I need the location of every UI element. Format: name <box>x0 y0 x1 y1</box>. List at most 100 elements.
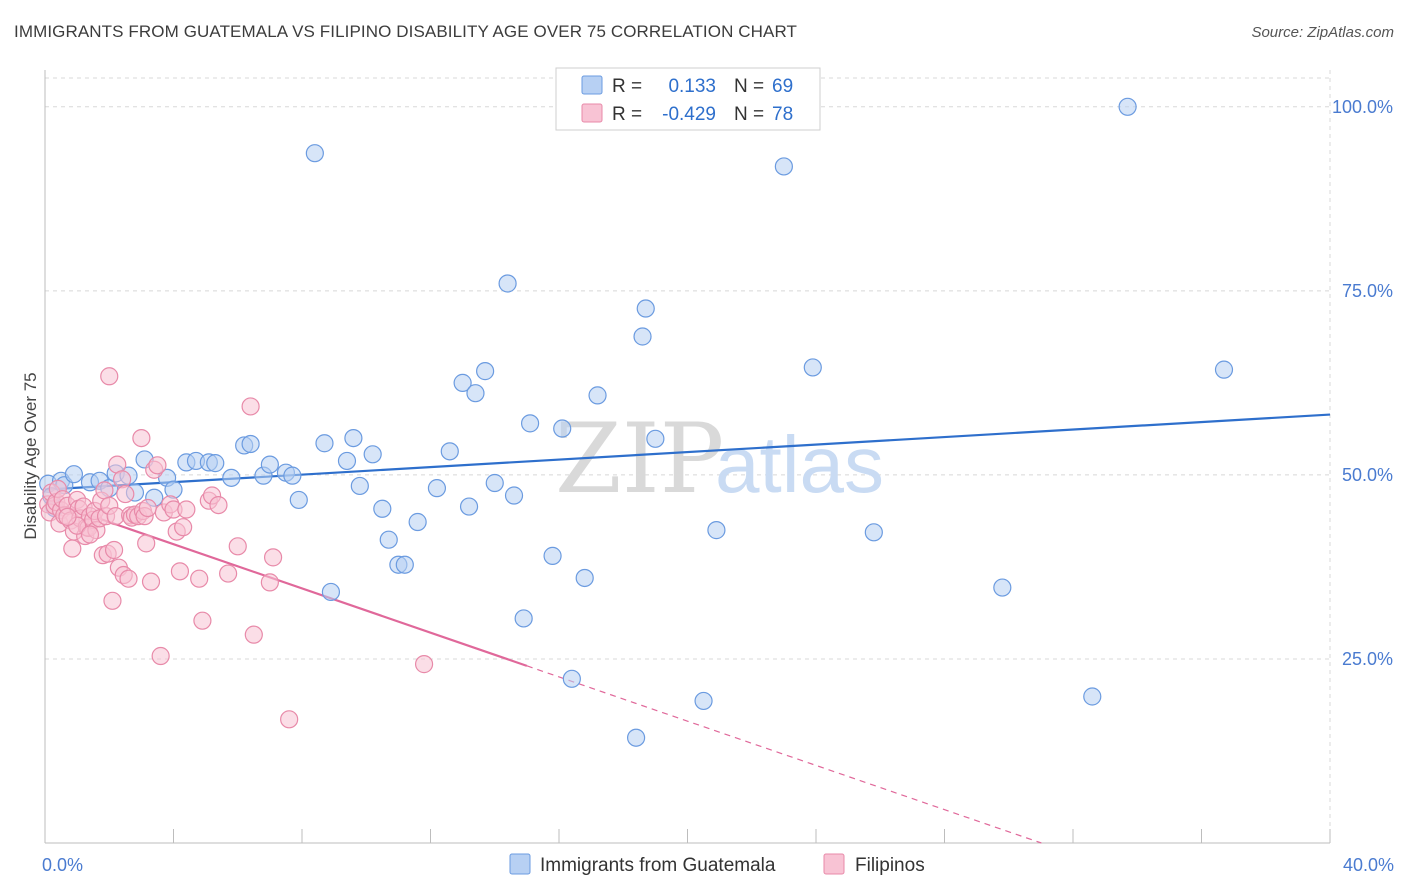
point-guatemala <box>514 609 533 628</box>
legend-label-guatemala: Immigrants from Guatemala <box>540 855 776 876</box>
point-guatemala <box>459 497 479 516</box>
point-guatemala <box>305 144 324 163</box>
point-filipinos <box>137 534 156 553</box>
data-points <box>39 97 1234 747</box>
point-filipinos <box>219 564 238 583</box>
point-guatemala <box>337 451 357 471</box>
point-filipinos <box>151 646 170 666</box>
point-guatemala <box>774 157 793 176</box>
point-guatemala <box>379 530 398 549</box>
x-tick-label: 0.0% <box>42 855 83 875</box>
bottom-legend: Immigrants from Guatemala Filipinos <box>509 853 925 876</box>
point-guatemala <box>588 386 607 405</box>
stats-legend-swatch-pink <box>581 103 603 123</box>
point-filipinos <box>58 507 77 526</box>
point-filipinos <box>112 470 132 489</box>
point-guatemala <box>993 578 1012 597</box>
y-tick-label: 75.0% <box>1342 281 1393 301</box>
point-guatemala <box>562 669 581 688</box>
point-filipinos <box>414 655 434 674</box>
point-guatemala <box>344 428 363 448</box>
tick-labels: 25.0% 50.0% 75.0% 100.0% 0.0% 40.0% <box>42 97 1394 875</box>
trend-line-filipinos-extension <box>526 665 1042 844</box>
axes <box>44 70 1331 844</box>
point-filipinos <box>244 625 263 644</box>
point-guatemala <box>543 546 562 565</box>
trend-line-filipinos <box>44 498 528 667</box>
point-filipinos <box>100 367 119 386</box>
point-guatemala <box>64 465 84 484</box>
stats-n-value-pink: 78 <box>772 104 793 125</box>
stats-n-value-blue: 69 <box>772 76 793 97</box>
point-filipinos <box>174 518 193 537</box>
point-filipinos <box>241 397 260 416</box>
y-tick-label: 50.0% <box>1342 465 1393 485</box>
point-guatemala <box>440 442 459 461</box>
point-guatemala <box>363 445 382 464</box>
stats-n-label-blue: N = <box>734 76 764 97</box>
stats-legend-swatch-blue <box>581 75 603 95</box>
point-guatemala <box>476 362 495 381</box>
point-guatemala <box>315 434 334 453</box>
chart-title: IMMIGRANTS FROM GUATEMALA VS FILIPINO DI… <box>14 22 798 41</box>
stats-r-value-blue: 0.133 <box>668 76 716 97</box>
point-guatemala <box>707 521 726 540</box>
point-guatemala <box>427 479 447 498</box>
point-filipinos <box>193 611 212 630</box>
point-guatemala <box>164 480 183 499</box>
point-filipinos <box>190 569 209 588</box>
point-guatemala <box>241 434 260 454</box>
point-guatemala <box>626 728 646 747</box>
point-guatemala <box>498 274 517 293</box>
point-filipinos <box>103 591 122 610</box>
point-guatemala <box>395 555 414 574</box>
legend-swatch-filipinos <box>823 853 845 875</box>
point-filipinos <box>228 537 247 556</box>
stats-r-value-pink: -0.429 <box>662 104 716 125</box>
point-guatemala <box>1214 360 1234 379</box>
point-guatemala <box>260 455 279 474</box>
point-guatemala <box>453 373 472 392</box>
point-filipinos <box>138 498 157 518</box>
point-guatemala <box>321 582 341 602</box>
point-guatemala <box>553 419 572 438</box>
point-filipinos <box>280 710 299 729</box>
point-guatemala <box>864 523 883 542</box>
point-guatemala <box>206 454 225 473</box>
x-tick-label: 40.0% <box>1343 855 1394 875</box>
stats-r-label-pink: R = <box>612 104 642 125</box>
point-guatemala <box>803 358 822 377</box>
source-label: Source: ZipAtlas.com <box>1251 24 1394 41</box>
point-filipinos <box>63 539 82 558</box>
legend-swatch-guatemala <box>509 853 531 875</box>
point-guatemala <box>373 499 392 518</box>
watermark-atlas: atlas <box>715 420 884 509</box>
point-filipinos <box>260 573 279 592</box>
point-guatemala <box>1118 97 1137 116</box>
point-guatemala <box>283 466 302 485</box>
point-guatemala <box>504 486 524 505</box>
point-guatemala <box>408 512 427 532</box>
point-guatemala <box>466 384 485 403</box>
point-filipinos <box>141 572 161 591</box>
y-tick-label: 100.0% <box>1332 97 1393 117</box>
stats-r-label-blue: R = <box>612 76 642 97</box>
point-guatemala <box>350 476 369 496</box>
point-filipinos <box>263 548 283 567</box>
point-guatemala <box>575 568 594 588</box>
y-axis-label: Disability Age Over 75 <box>21 372 40 539</box>
point-guatemala <box>636 299 655 318</box>
point-filipinos <box>170 562 190 581</box>
legend-label-filipinos: Filipinos <box>855 855 925 876</box>
point-filipinos <box>177 500 196 519</box>
point-guatemala <box>1083 687 1102 706</box>
stats-n-label-pink: N = <box>734 104 764 125</box>
point-guatemala <box>520 414 540 433</box>
point-guatemala <box>485 473 504 493</box>
point-guatemala <box>646 429 665 448</box>
watermark: ZIP atlas <box>555 403 884 515</box>
y-tick-label: 25.0% <box>1342 649 1393 669</box>
stats-legend: R = 0.133 N = 69 R = -0.429 N = 78 <box>555 67 821 131</box>
point-guatemala <box>289 490 308 510</box>
